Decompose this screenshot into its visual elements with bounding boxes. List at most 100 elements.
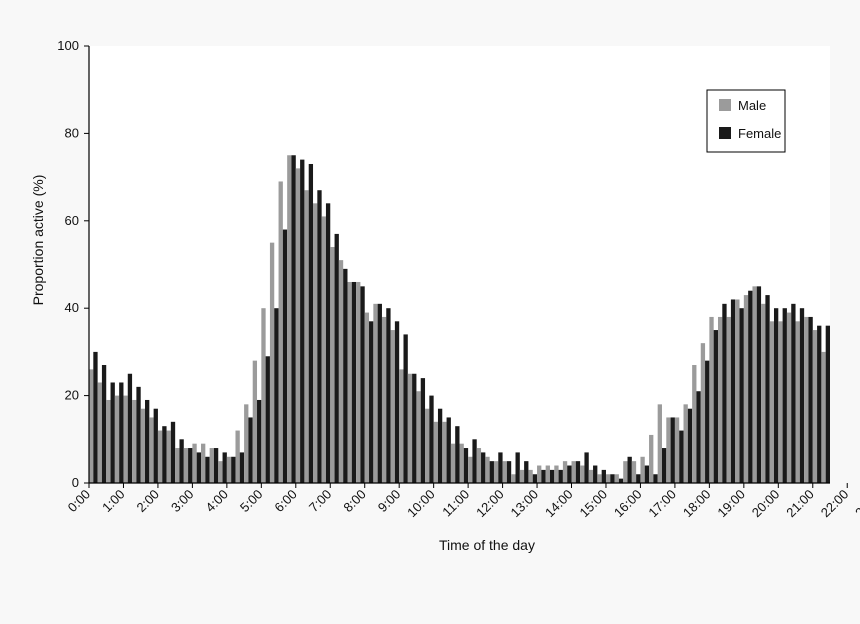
bar-female-24 (300, 159, 305, 483)
bar-male-43 (459, 443, 464, 483)
bar-female-11 (188, 448, 193, 483)
bar-female-38 (420, 378, 426, 483)
bars-group (89, 155, 830, 484)
bar-female-76 (748, 290, 753, 483)
bar-male-82 (795, 321, 800, 483)
bar-male-60 (605, 474, 611, 483)
bar-female-49 (515, 452, 520, 483)
bar-male-0 (89, 369, 94, 483)
bar-male-29 (338, 260, 344, 483)
bar-female-13 (205, 456, 210, 483)
bar-female-53 (549, 469, 555, 483)
bar-female-22 (282, 229, 288, 483)
bar-female-32 (369, 321, 374, 483)
y-tick-label-60: 60 (65, 213, 79, 228)
legend-swatch-female (719, 127, 731, 139)
bar-female-50 (524, 461, 529, 483)
bar-male-9 (166, 430, 171, 483)
bar-male-66 (657, 404, 662, 483)
bar-female-73 (722, 303, 727, 483)
bar-male-3 (114, 395, 120, 483)
bar-female-56 (575, 461, 581, 483)
bar-female-12 (196, 452, 202, 483)
bar-female-71 (705, 360, 710, 483)
bar-female-68 (679, 430, 684, 483)
bar-male-27 (321, 216, 326, 483)
bar-male-42 (450, 443, 456, 483)
bar-male-54 (554, 465, 559, 483)
bar-male-18 (244, 404, 249, 483)
bar-male-41 (442, 421, 447, 483)
bar-female-65 (653, 474, 658, 483)
bar-female-54 (558, 469, 563, 483)
bar-male-50 (519, 469, 525, 483)
bar-female-18 (248, 417, 253, 483)
bar-female-33 (377, 303, 382, 483)
bar-male-16 (226, 456, 232, 483)
bar-male-47 (493, 461, 499, 483)
bar-male-14 (209, 448, 214, 483)
bar-female-36 (403, 334, 408, 483)
bar-male-65 (649, 434, 654, 483)
bar-male-38 (416, 391, 421, 483)
bar-female-59 (601, 469, 606, 483)
bar-female-34 (386, 308, 391, 483)
bar-female-30 (351, 281, 357, 483)
bar-male-62 (623, 461, 628, 483)
bar-female-66 (661, 448, 667, 483)
bar-male-81 (786, 312, 792, 483)
bar-female-20 (265, 356, 270, 483)
bar-male-45 (476, 448, 482, 483)
bar-female-52 (541, 469, 546, 483)
bar-female-74 (730, 299, 736, 483)
bar-female-15 (222, 452, 227, 483)
bar-male-70 (692, 365, 697, 483)
bar-male-2 (106, 399, 111, 483)
bar-male-76 (743, 295, 749, 483)
bar-female-77 (756, 286, 762, 483)
y-tick-label-20: 20 (65, 388, 79, 403)
bar-male-69 (683, 404, 688, 483)
bar-male-23 (287, 155, 292, 483)
bar-female-60 (610, 474, 615, 483)
bar-male-58 (588, 469, 594, 483)
bar-female-16 (231, 456, 236, 483)
y-tick-label-40: 40 (65, 300, 79, 315)
bar-female-37 (412, 373, 417, 483)
legend-swatch-male (719, 99, 731, 111)
bar-female-35 (394, 321, 400, 483)
bar-female-0 (93, 351, 98, 483)
bar-male-67 (666, 417, 671, 483)
bar-male-21 (269, 242, 275, 483)
bar-male-48 (502, 461, 507, 483)
bar-male-36 (399, 369, 404, 483)
bar-male-32 (364, 312, 370, 483)
bar-female-19 (257, 399, 262, 483)
bar-female-23 (291, 155, 296, 483)
bar-male-53 (545, 465, 550, 483)
bar-female-8 (162, 426, 167, 483)
bar-female-85 (825, 325, 830, 483)
bar-female-26 (317, 190, 322, 483)
bar-male-19 (252, 360, 258, 483)
bar-female-3 (119, 382, 124, 483)
bar-male-40 (433, 421, 438, 483)
bar-female-44 (472, 439, 477, 483)
bar-female-81 (791, 303, 796, 483)
bar-female-67 (670, 417, 675, 483)
bar-female-63 (636, 474, 641, 483)
bar-female-14 (213, 448, 219, 483)
bar-male-31 (356, 281, 361, 483)
bar-male-5 (132, 399, 137, 483)
bar-male-84 (812, 330, 818, 483)
bar-female-75 (739, 308, 744, 483)
bar-male-7 (149, 417, 154, 483)
bar-female-2 (110, 382, 115, 483)
bar-male-71 (700, 343, 706, 483)
y-tick-label-0: 0 (72, 475, 79, 490)
bar-male-75 (735, 299, 740, 483)
bar-female-55 (567, 465, 572, 483)
bar-male-39 (425, 408, 430, 483)
bar-male-51 (528, 469, 533, 483)
